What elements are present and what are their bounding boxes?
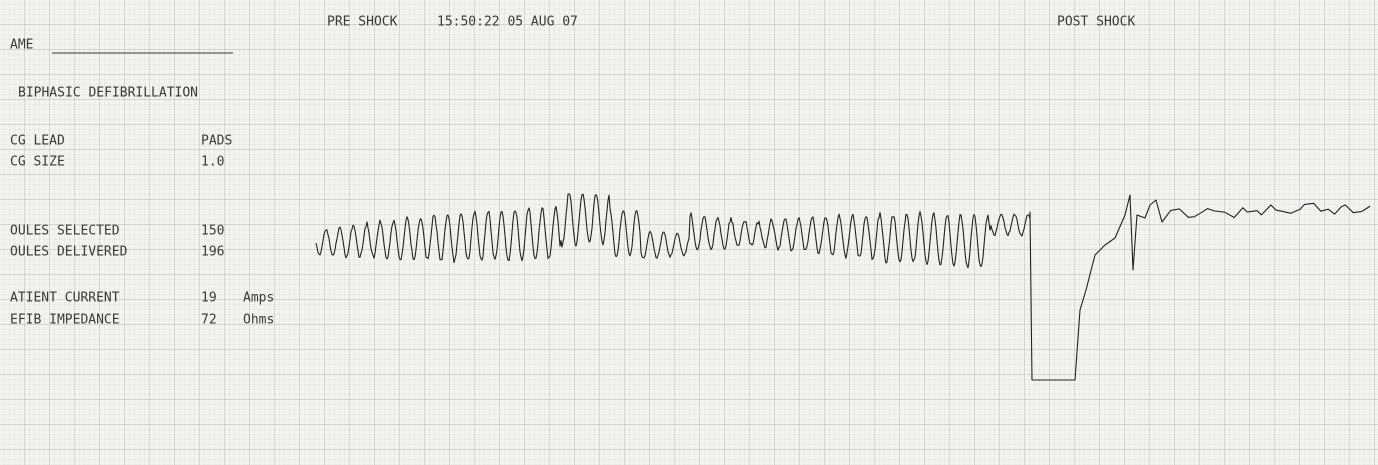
setting-label: ATIENT CURRENT bbox=[10, 291, 120, 306]
setting-label: EFIB IMPEDANCE bbox=[10, 313, 120, 328]
setting-value: 72 bbox=[201, 313, 217, 328]
setting-value: 19 bbox=[201, 291, 217, 306]
mode: BIPHASIC DEFIBRILLATION bbox=[18, 86, 198, 101]
setting-label: CG LEAD bbox=[10, 134, 65, 149]
setting-label: CG SIZE bbox=[10, 155, 65, 170]
setting-label: OULES SELECTED bbox=[10, 224, 120, 239]
ecg-trace bbox=[315, 193, 1371, 381]
pre-shock-label: PRE SHOCK bbox=[327, 15, 398, 30]
setting-value: 150 bbox=[201, 224, 224, 239]
timestamp: 15:50:22 05 AUG 07 bbox=[437, 15, 578, 30]
setting-unit: Ohms bbox=[243, 313, 274, 328]
setting-value: 1.0 bbox=[201, 155, 224, 170]
setting-value: PADS bbox=[201, 134, 232, 149]
name-label: AME bbox=[10, 38, 33, 53]
setting-value: 196 bbox=[201, 245, 224, 260]
setting-label: OULES DELIVERED bbox=[10, 245, 128, 260]
post-shock-label: POST SHOCK bbox=[1057, 15, 1135, 30]
setting-unit: Amps bbox=[243, 291, 274, 306]
